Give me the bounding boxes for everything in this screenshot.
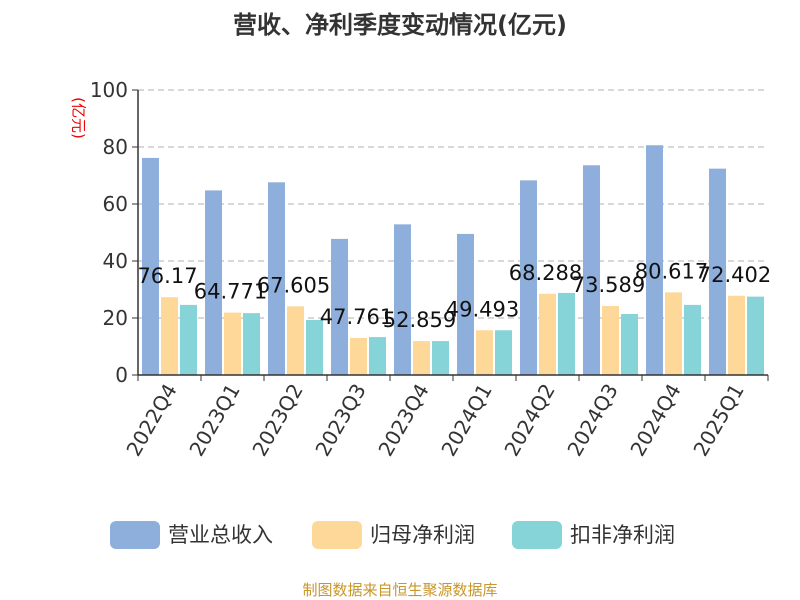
bar-1-2024Q3 [583,165,600,375]
x-tick-label: 2024Q4 [625,380,685,461]
x-tick-label: 2023Q4 [373,380,433,461]
x-tick-label: 2024Q1 [436,380,496,461]
legend-swatch[interactable] [110,521,160,549]
bar-3-2023Q2 [306,319,323,375]
bar-1-2024Q1 [457,233,474,375]
bar-3-2024Q3 [621,314,638,375]
chart-title: 营收、净利季度变动情况(亿元) [233,11,567,39]
x-tick-label: 2023Q1 [184,380,244,461]
y-tick-label: 60 [103,192,128,216]
bar-1-2025Q1 [709,168,726,375]
data-label: 73.589 [572,273,645,297]
data-label: 80.617 [635,259,708,283]
source-note: 制图数据来自恒生聚源数据库 [302,581,497,599]
bar-1-2024Q4 [646,145,663,375]
bar-2-2023Q3 [350,337,367,375]
x-tick-label: 2025Q1 [688,380,748,461]
data-label: 72.402 [698,263,771,287]
legend-label[interactable]: 归母净利润 [370,523,475,547]
data-label: 76.17 [137,264,197,288]
legend-swatch[interactable] [512,521,562,549]
bar-2-2024Q2 [539,293,556,375]
bar-3-2022Q4 [180,304,197,375]
y-axis-label: (亿元) [70,97,88,139]
legend-swatch[interactable] [312,521,362,549]
bar-2-2022Q4 [161,297,178,375]
bar-3-2024Q4 [684,304,701,375]
data-label: 47.761 [320,305,393,329]
data-label: 49.493 [446,297,519,321]
bar-1-2022Q4 [142,157,159,375]
data-label: 68.288 [509,261,582,285]
x-tick-label: 2023Q3 [310,380,370,461]
bar-2-2025Q1 [728,295,745,375]
bar-3-2023Q3 [369,337,386,375]
x-tick-label: 2023Q2 [247,380,307,461]
bar-1-2024Q2 [520,180,537,375]
bar-3-2023Q1 [243,313,260,375]
bar-3-2024Q2 [558,292,575,375]
bar-2-2023Q4 [413,341,430,375]
legend-label[interactable]: 营业总收入 [168,523,273,547]
data-label: 52.859 [383,308,456,332]
bar-2-2024Q4 [665,292,682,375]
bar-1-2023Q3 [331,238,348,375]
bar-2-2023Q1 [224,312,241,375]
bar-3-2023Q4 [432,341,449,375]
bar-1-2023Q2 [268,182,285,375]
bar-3-2024Q1 [495,330,512,375]
x-tick-label: 2022Q4 [121,380,181,461]
y-tick-label: 40 [103,249,128,273]
bar-3-2025Q1 [747,296,764,375]
data-label: 64.771 [194,280,267,304]
y-tick-label: 80 [103,135,128,159]
bar-2-2024Q3 [602,306,619,375]
x-tick-label: 2024Q2 [499,380,559,461]
y-tick-label: 20 [103,306,128,330]
bar-1-2023Q4 [394,224,411,375]
legend-label[interactable]: 扣非净利润 [570,523,675,547]
data-label: 67.605 [257,273,330,297]
bar-2-2023Q2 [287,306,304,375]
x-tick-label: 2024Q3 [562,380,622,461]
y-tick-label: 0 [115,363,128,387]
y-tick-label: 100 [90,78,128,102]
bar-1-2023Q1 [205,190,222,375]
bar-2-2024Q1 [476,330,493,375]
